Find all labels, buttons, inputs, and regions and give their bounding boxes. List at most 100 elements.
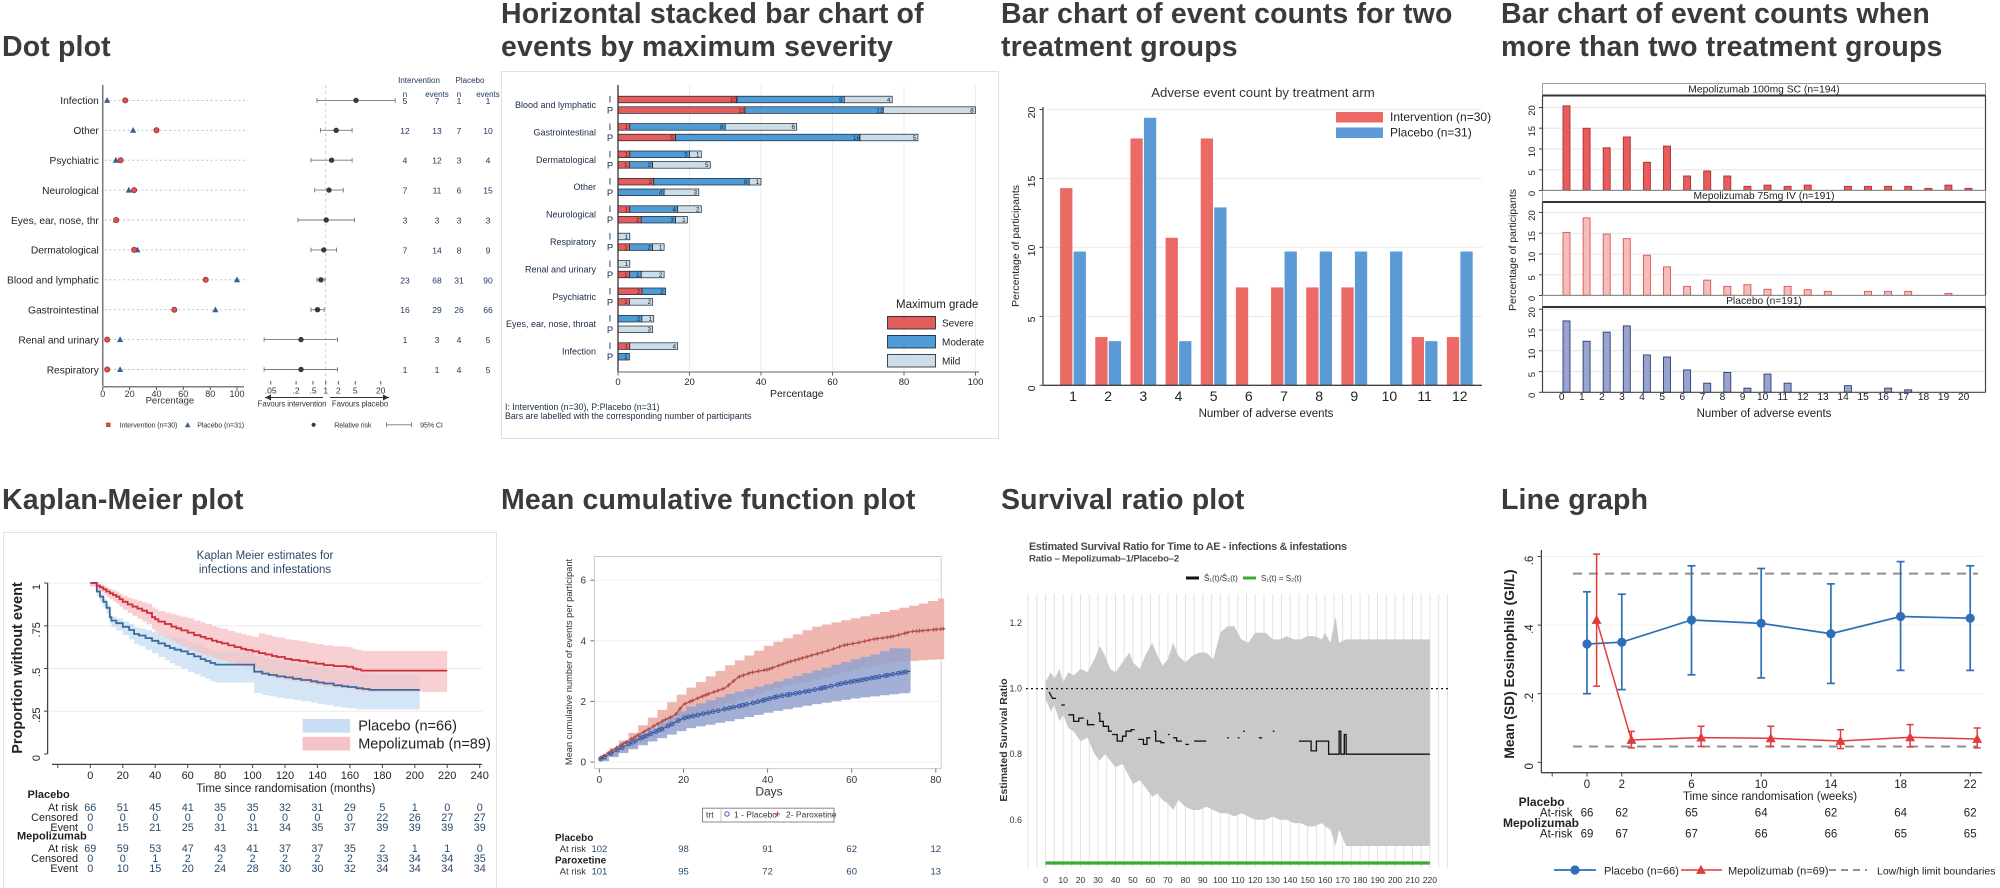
- svg-text:Percentage: Percentage: [146, 396, 195, 407]
- svg-text:26: 26: [454, 305, 464, 315]
- svg-text:21: 21: [149, 822, 161, 834]
- svg-text:17: 17: [1898, 392, 1910, 403]
- svg-text:5: 5: [913, 135, 917, 142]
- svg-text:I: Intervention (n=30), P:Plac: I: Intervention (n=30), P:Placebo (n=31): [505, 402, 660, 412]
- svg-text:5: 5: [1026, 316, 1038, 322]
- svg-text:2: 2: [185, 853, 191, 865]
- svg-text:80: 80: [205, 389, 215, 399]
- svg-text:4: 4: [486, 156, 491, 166]
- svg-text:0: 0: [120, 853, 126, 865]
- svg-text:24: 24: [214, 863, 226, 875]
- svg-text:7: 7: [403, 245, 408, 255]
- svg-text:4: 4: [457, 335, 462, 345]
- svg-text:7: 7: [1700, 392, 1706, 403]
- svg-text:2: 2: [580, 697, 586, 708]
- svg-text:90: 90: [1198, 875, 1208, 885]
- svg-text:45: 45: [149, 802, 161, 814]
- svg-text:39: 39: [376, 822, 388, 834]
- svg-text:Favours intervention: Favours intervention: [258, 400, 327, 409]
- svg-text:P: P: [607, 160, 613, 171]
- svg-text:200: 200: [406, 770, 424, 782]
- svg-text:3: 3: [670, 217, 674, 224]
- svg-text:90: 90: [483, 275, 493, 285]
- svg-text:.25: .25: [31, 708, 43, 723]
- svg-text:62: 62: [1825, 808, 1838, 820]
- svg-text:Placebo (n=66): Placebo (n=66): [1604, 866, 1679, 878]
- svg-text:65: 65: [1964, 829, 1977, 841]
- svg-text:Eyes, ear, nose, throat: Eyes, ear, nose, throat: [506, 319, 597, 329]
- svg-text:65: 65: [1685, 808, 1698, 820]
- svg-text:0.6: 0.6: [1009, 815, 1022, 825]
- svg-text:22: 22: [1964, 779, 1977, 791]
- svg-text:80: 80: [214, 770, 226, 782]
- svg-text:4: 4: [672, 343, 676, 350]
- svg-text:35: 35: [344, 843, 356, 855]
- svg-text:Proportion without event: Proportion without event: [10, 582, 26, 754]
- svg-text:66: 66: [1755, 829, 1768, 841]
- svg-text:1: 1: [648, 316, 652, 323]
- svg-text:3: 3: [647, 327, 651, 334]
- svg-text:12: 12: [400, 126, 410, 136]
- svg-text:10: 10: [1527, 147, 1538, 158]
- svg-text:3: 3: [457, 156, 462, 166]
- svg-text:Time since randomisation (week: Time since randomisation (weeks): [1683, 791, 1857, 803]
- svg-text:5: 5: [1527, 275, 1538, 280]
- svg-text:Intervention: Intervention: [398, 76, 440, 85]
- svg-text:1: 1: [625, 152, 629, 159]
- svg-text:15: 15: [483, 186, 493, 196]
- svg-text:2: 2: [636, 217, 640, 224]
- svg-text:Adverse event count by treatme: Adverse event count by treatment arm: [1151, 85, 1375, 100]
- svg-text:5: 5: [403, 96, 408, 106]
- svg-text:I: I: [609, 177, 612, 188]
- svg-text:P: P: [607, 215, 613, 226]
- svg-text:P: P: [607, 325, 613, 336]
- svg-text:80: 80: [1181, 875, 1191, 885]
- svg-text:5: 5: [684, 152, 688, 159]
- svg-text:160: 160: [341, 770, 359, 782]
- svg-text:62: 62: [846, 844, 857, 855]
- svg-text:3: 3: [435, 216, 440, 226]
- svg-text:20: 20: [1076, 875, 1086, 885]
- svg-text:20: 20: [1026, 107, 1038, 119]
- svg-text:6: 6: [1245, 388, 1253, 404]
- svg-text:Days: Days: [755, 785, 782, 799]
- svg-text:20: 20: [117, 770, 129, 782]
- svg-text:22: 22: [376, 812, 388, 824]
- svg-text:11: 11: [738, 107, 745, 114]
- svg-text:Placebo (n=31): Placebo (n=31): [197, 421, 244, 430]
- svg-text:2: 2: [647, 162, 651, 169]
- svg-text:0: 0: [597, 775, 603, 786]
- svg-text:Low/high limit boundaries: Low/high limit boundaries: [1877, 866, 1995, 878]
- svg-text:1: 1: [636, 272, 640, 279]
- svg-text:220: 220: [1423, 875, 1438, 885]
- svg-text:34: 34: [441, 853, 453, 865]
- svg-text:20: 20: [1527, 307, 1538, 318]
- svg-text:Mepolizumab (n=89): Mepolizumab (n=89): [358, 736, 491, 752]
- svg-text:15: 15: [117, 822, 129, 834]
- svg-text:Intervention (n=30): Intervention (n=30): [120, 421, 178, 430]
- svg-text:0: 0: [314, 812, 320, 824]
- svg-text:34: 34: [441, 863, 453, 875]
- svg-text:Blood and lymphatic: Blood and lymphatic: [515, 100, 597, 110]
- svg-text:65: 65: [1894, 829, 1907, 841]
- svg-text:7: 7: [1280, 388, 1288, 404]
- svg-text:Mild: Mild: [942, 356, 960, 367]
- svg-text:Mepolizumab 75mg IV (n=191): Mepolizumab 75mg IV (n=191): [1693, 191, 1834, 202]
- svg-text:68: 68: [432, 275, 442, 285]
- svg-text:Relative risk: Relative risk: [334, 421, 372, 430]
- svg-text:1: 1: [412, 843, 418, 855]
- svg-text:0: 0: [250, 812, 256, 824]
- svg-text:16: 16: [1878, 392, 1890, 403]
- svg-text:I: I: [609, 314, 612, 325]
- svg-text:0: 0: [1559, 392, 1565, 403]
- svg-text:3: 3: [457, 216, 462, 226]
- svg-text:10: 10: [1757, 392, 1769, 403]
- svg-text:Ratio – Mepolizumab–1/Placebo–: Ratio – Mepolizumab–1/Placebo–2: [1029, 554, 1179, 565]
- svg-text:20: 20: [182, 863, 194, 875]
- svg-text:Placebo (n=191): Placebo (n=191): [1726, 296, 1802, 307]
- svg-text:Psychiatric: Psychiatric: [50, 156, 99, 167]
- svg-text:20: 20: [684, 377, 695, 388]
- svg-text:.2: .2: [1524, 693, 1536, 703]
- svg-text:4: 4: [887, 97, 891, 104]
- svg-text:Favours placebo: Favours placebo: [332, 400, 389, 409]
